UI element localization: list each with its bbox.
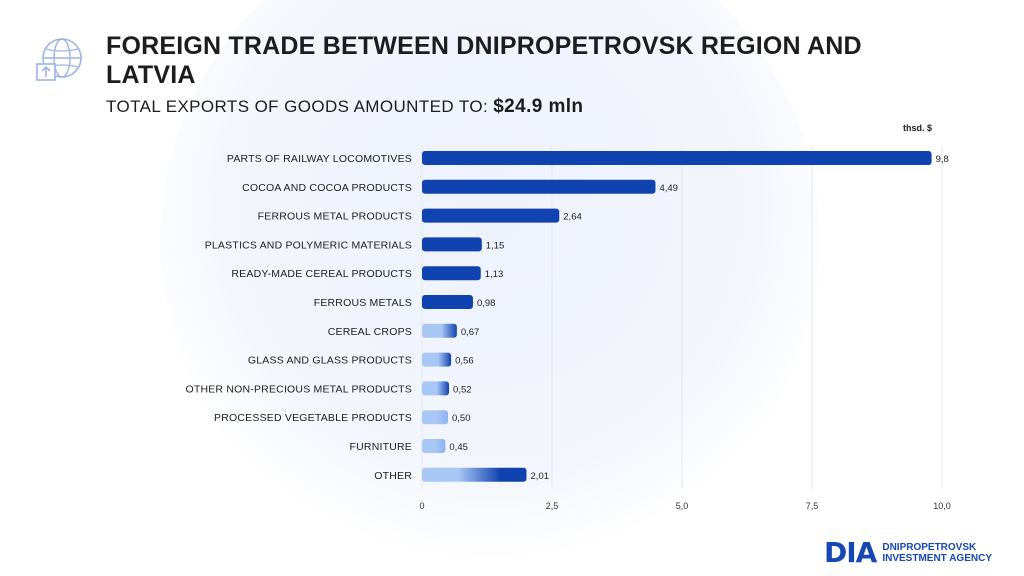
bar-value-label: 0,50 bbox=[452, 413, 471, 424]
category-label: PLASTICS AND POLYMERIC MATERIALS bbox=[205, 239, 412, 251]
category-label: GLASS AND GLASS PRODUCTS bbox=[248, 355, 412, 367]
bar-value-label: 4,49 bbox=[659, 183, 678, 194]
bar bbox=[422, 381, 450, 396]
bar bbox=[422, 439, 446, 453]
x-tick-label: 5,0 bbox=[676, 501, 689, 511]
dia-logo: DIA DNIPROPETROVSK INVESTMENT AGENCY bbox=[824, 538, 992, 568]
bar bbox=[422, 295, 473, 309]
bar bbox=[422, 266, 481, 281]
bar-value-label: 0,56 bbox=[455, 356, 474, 367]
bar bbox=[422, 323, 457, 338]
bar bbox=[422, 151, 932, 165]
category-label: OTHER bbox=[374, 470, 412, 482]
globe-export-icon bbox=[36, 38, 82, 81]
bar bbox=[422, 410, 448, 425]
subtitle: TOTAL EXPORTS OF GOODS AMOUNTED TO: $24.… bbox=[106, 96, 583, 118]
subtitle-label: TOTAL EXPORTS OF GOODS AMOUNTED TO: bbox=[106, 97, 489, 116]
page-title: FOREIGN TRADE BETWEEN DNIPROPETROVSK REG… bbox=[106, 32, 862, 89]
bar bbox=[422, 352, 452, 367]
bar bbox=[422, 179, 656, 194]
bar-value-label: 2,01 bbox=[531, 471, 550, 482]
bar-value-label: 9,8 bbox=[936, 154, 949, 165]
logo-line-1: DNIPROPETROVSK bbox=[882, 542, 977, 553]
bar-value-label: 0,45 bbox=[449, 442, 468, 453]
bar-value-label: 2,64 bbox=[563, 212, 582, 223]
category-label: CEREAL CROPS bbox=[328, 326, 412, 338]
logo-line-2: INVESTMENT AGENCY bbox=[882, 553, 992, 564]
bar bbox=[422, 208, 560, 223]
bar bbox=[422, 237, 482, 252]
total-exports-value: $24.9 mln bbox=[493, 96, 584, 117]
bar bbox=[422, 467, 527, 482]
unit-label: thsd. $ bbox=[902, 123, 932, 133]
category-label: FERROUS METALS bbox=[314, 297, 412, 309]
bar-value-label: 1,13 bbox=[485, 269, 504, 280]
category-label: OTHER NON-PRECIOUS METAL PRODUCTS bbox=[185, 383, 412, 395]
logo-mark: DIA bbox=[824, 536, 877, 569]
bar-value-label: 0,52 bbox=[453, 384, 472, 395]
category-label: PROCESSED VEGETABLE PRODUCTS bbox=[214, 412, 412, 424]
category-label: FURNITURE bbox=[350, 441, 412, 453]
bar-value-label: 0,98 bbox=[477, 298, 496, 309]
category-label: FERROUS METAL PRODUCTS bbox=[258, 211, 412, 223]
bar-value-label: 1,15 bbox=[486, 240, 505, 251]
x-tick-label: 2,5 bbox=[546, 501, 559, 511]
logo-text: DNIPROPETROVSK INVESTMENT AGENCY bbox=[882, 542, 992, 564]
x-tick-label: 0 bbox=[419, 501, 424, 511]
category-label: READY-MADE CEREAL PRODUCTS bbox=[231, 268, 412, 280]
category-label: COCOA AND COCOA PRODUCTS bbox=[242, 182, 412, 194]
category-label: PARTS OF RAILWAY LOCOMOTIVES bbox=[227, 153, 412, 165]
x-tick-label: 10,0 bbox=[933, 501, 951, 511]
x-tick-label: 7,5 bbox=[806, 501, 819, 511]
bar-value-label: 0,67 bbox=[461, 327, 480, 338]
